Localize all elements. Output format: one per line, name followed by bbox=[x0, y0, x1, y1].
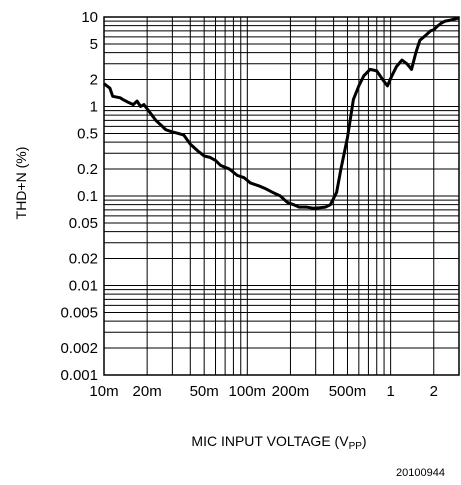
y-tick-label: 0.001 bbox=[60, 367, 98, 384]
y-tick-label: 0.02 bbox=[69, 251, 98, 268]
x-tick-label: 500m bbox=[329, 383, 367, 400]
x-tick-label: 50m bbox=[190, 383, 219, 400]
y-tick-label: 0.005 bbox=[60, 304, 98, 321]
y-tick-labels: 10 5 2 1 0.5 0.2 0.1 0.05 0.02 0.01 0.005 0.002 0.00… bbox=[60, 9, 98, 384]
y-tick-label: 10 bbox=[81, 9, 98, 26]
y-tick-label: 1 bbox=[90, 99, 98, 116]
x-axis-title-main: MIC INPUT VOLTAGE (V bbox=[191, 433, 349, 449]
x-tick-label: 100m bbox=[229, 383, 267, 400]
plot-frame bbox=[103, 16, 460, 376]
y-tick-label: 2 bbox=[90, 72, 98, 89]
y-tick-label: 0.1 bbox=[77, 188, 98, 205]
y-tick-label: 0.05 bbox=[69, 215, 98, 232]
figure-id: 20100944 bbox=[396, 467, 445, 479]
x-tick-label: 200m bbox=[272, 383, 310, 400]
y-tick-label: 0.002 bbox=[60, 340, 98, 357]
x-tick-labels: 10m 20m 50m 100m 200m 500m 1 2 bbox=[89, 383, 438, 400]
x-axis-title: MIC INPUT VOLTAGE (VPP) bbox=[191, 433, 366, 452]
y-axis-title: THD+N (%) bbox=[13, 147, 29, 220]
x-tick-label: 20m bbox=[133, 383, 162, 400]
y-tick-label: 5 bbox=[90, 36, 98, 53]
x-tick-label: 2 bbox=[430, 383, 438, 400]
thd-curve-series bbox=[103, 16, 460, 210]
y-tick-label: 0.2 bbox=[77, 161, 98, 178]
x-tick-label: 10m bbox=[89, 383, 118, 400]
y-tick-label: 0.5 bbox=[77, 125, 98, 142]
y-tick-label: 0.01 bbox=[69, 278, 98, 295]
x-axis-title-subscript: PP bbox=[349, 441, 363, 452]
x-tick-label: 1 bbox=[386, 383, 394, 400]
x-axis-title-close: ) bbox=[362, 433, 367, 449]
plot-grid bbox=[104, 17, 459, 375]
